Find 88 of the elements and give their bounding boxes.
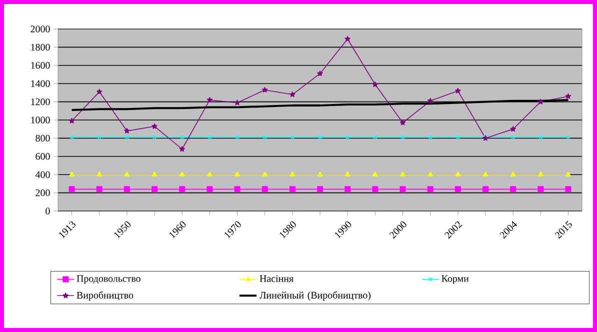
legend-label: Линейный (Виробництво)	[260, 291, 371, 301]
point	[317, 186, 324, 192]
point	[207, 172, 212, 176]
point	[124, 135, 130, 140]
point	[262, 172, 268, 176]
point	[262, 186, 268, 192]
point	[427, 186, 434, 192]
point	[289, 186, 296, 192]
point	[96, 186, 102, 192]
point	[482, 172, 488, 176]
point	[344, 172, 350, 176]
legend-label: Корми	[442, 275, 469, 284]
point	[565, 186, 572, 192]
point	[152, 172, 158, 176]
point	[234, 186, 240, 192]
point	[400, 135, 405, 140]
point	[400, 120, 406, 126]
point	[124, 128, 130, 134]
point	[69, 172, 74, 176]
point	[455, 172, 461, 176]
y-tick-label: 400	[35, 171, 50, 178]
point	[290, 92, 296, 98]
point	[372, 186, 378, 192]
point	[538, 98, 544, 104]
point	[318, 135, 322, 140]
point	[290, 135, 295, 140]
y-tick-label: 0	[46, 208, 50, 214]
point	[206, 186, 213, 192]
point	[179, 186, 186, 192]
y-tick-label: 1800	[31, 44, 50, 51]
point	[96, 88, 102, 94]
y-tick-label: 1200	[31, 98, 50, 106]
point	[428, 172, 433, 176]
point	[262, 86, 268, 92]
y-tick-label: 600	[36, 153, 50, 160]
point	[427, 98, 434, 104]
point	[400, 172, 406, 176]
y-tick-label: 1000	[31, 116, 50, 124]
point	[317, 70, 323, 76]
point	[97, 135, 102, 140]
point	[372, 82, 378, 88]
point	[180, 135, 184, 140]
point	[290, 172, 296, 176]
point	[510, 186, 516, 192]
legend-label: Насіння	[260, 275, 294, 282]
point	[207, 135, 212, 140]
y-tick-label: 1400	[31, 80, 50, 87]
point	[456, 135, 460, 140]
point	[538, 135, 543, 140]
point	[538, 172, 544, 176]
point	[96, 172, 102, 176]
point	[482, 186, 488, 192]
point	[179, 172, 185, 176]
point	[372, 135, 378, 140]
point	[344, 36, 350, 42]
point	[68, 186, 75, 192]
point	[124, 186, 130, 192]
y-tick-label: 800	[36, 134, 50, 142]
point	[454, 186, 461, 192]
y-tick-label: 200	[36, 189, 50, 196]
point	[317, 172, 323, 176]
point	[234, 172, 240, 176]
point	[262, 135, 268, 140]
point	[152, 135, 157, 140]
point	[510, 172, 516, 176]
point	[234, 100, 240, 106]
point	[206, 96, 213, 102]
point	[124, 172, 130, 176]
point	[510, 126, 516, 132]
point	[455, 88, 461, 94]
point	[428, 135, 433, 140]
point	[152, 186, 158, 192]
point	[152, 123, 158, 129]
point	[400, 186, 406, 192]
point	[510, 135, 516, 140]
legend-label: Виробництво	[76, 291, 134, 301]
legend-label: Продовольство	[76, 275, 140, 284]
point	[68, 118, 75, 124]
point	[538, 186, 544, 192]
y-tick-label: 1600	[31, 62, 50, 69]
point	[235, 135, 240, 140]
point	[565, 93, 572, 99]
point	[179, 146, 185, 152]
point	[372, 172, 378, 176]
point	[344, 186, 351, 192]
point	[566, 172, 571, 176]
point	[345, 135, 350, 140]
y-tick-label: 2000	[30, 26, 50, 32]
